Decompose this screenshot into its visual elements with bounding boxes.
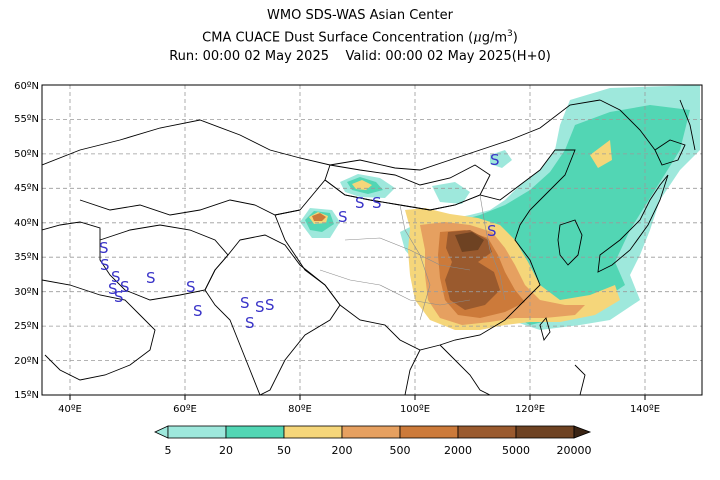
lat-tick-label: 45ºN [14,183,39,194]
colorbar-label: 50 [277,444,291,457]
station-marker: S [99,239,109,257]
dust-contour-2000-5000 [445,230,500,310]
colorbar-segment [225,425,285,439]
chart-title-block: WMO SDS-WAS Asian Center CMA CUACE Dust … [0,6,720,66]
lon-tick-label: 80ºE [288,404,312,415]
province-borders [319,194,506,321]
colorbar-label: 5000 [502,444,530,457]
colorbar-segment [399,425,459,439]
dust-patch-taklimakan-200 [312,213,326,221]
lat-tick-label: 35ºN [14,252,39,263]
latitude-labels: 15ºN 20ºN 25ºN 30ºN 35ºN 40ºN 45ºN 50ºN … [14,81,39,401]
title-run-valid: Run: 00:00 02 May 2025 Valid: 00:00 02 M… [169,49,551,65]
colorbar-high-arrow [573,425,592,439]
country-borders [42,99,696,395]
dust-patch-north [490,150,512,168]
station-markers: S S S S S S S S S S S S S S S S S S [99,151,500,332]
station-marker: S [255,298,265,316]
map-frame [41,84,703,396]
longitude-labels: 40ºE 60ºE 80ºE 100ºE 120ºE 140ºE [58,404,660,415]
map-content: S S S S S S S S S S S S S S S S S S [42,85,702,395]
title-product-text: CMA CUACE Dust Surface Concentration ( [202,30,474,46]
lat-tick-label: 40ºN [14,218,39,229]
station-marker: S [265,296,275,314]
colorbar-segment [341,425,401,439]
dust-patch-korea-50 [590,140,612,168]
lat-tick-label: 15ºN [14,390,39,401]
station-marker: S [114,288,124,306]
lon-tick-label: 120ºE [515,404,545,415]
lat-tick-label: 60ºN [14,81,39,92]
unit-mu: μ [473,30,482,46]
lat-tick-label: 50ºN [14,149,39,160]
station-marker: S [487,222,497,240]
station-marker: S [490,151,500,169]
colorbar-segment [167,425,227,439]
colorbar-low-arrow [154,425,169,439]
dust-patch-mongolia-50 [352,180,372,190]
dust-contour-5000-20000 [455,232,484,252]
colorbar-label: 20000 [557,444,592,457]
colorbar-label: 500 [390,444,411,457]
station-marker: S [111,268,121,286]
lat-tick-label: 30ºN [14,287,39,298]
colorbar-segment [457,425,517,439]
colorbar: 5 20 50 200 500 2000 5000 20000 [154,425,592,457]
station-marker: S [193,302,203,320]
lon-tick-label: 140ºE [630,404,660,415]
colorbar-label: 5 [165,444,172,457]
colorbar-segment [515,425,575,439]
title-product-close: ) [512,30,518,46]
station-marker: S [355,194,365,212]
dust-concentration-field [300,85,700,330]
station-marker: S [146,269,156,287]
station-marker: S [245,314,255,332]
lon-tick-label: 40ºE [58,404,82,415]
colorbar-label: 200 [332,444,353,457]
lat-tick-label: 55ºN [14,114,39,125]
colorbar-segment [283,425,343,439]
station-marker: S [240,294,250,312]
station-marker: S [338,208,348,226]
map-gridlines [42,85,702,395]
title-product: CMA CUACE Dust Surface Concentration (μg… [0,25,720,47]
lon-tick-label: 100ºE [400,404,430,415]
dust-patch-inner-mongolia [432,182,470,204]
station-marker: S [372,194,382,212]
lon-tick-label: 60ºE [173,404,197,415]
lat-tick-label: 25ºN [14,321,39,332]
colorbar-label: 20 [219,444,233,457]
lat-tick-label: 20ºN [14,356,39,367]
unit-rest: g/m [481,30,507,46]
axis-ticks [69,395,646,400]
station-marker: S [100,256,110,274]
station-marker: S [120,278,130,296]
title-center-name: WMO SDS-WAS Asian Center [267,8,453,23]
colorbar-label: 2000 [444,444,472,457]
unit-exponent: 3 [507,29,513,39]
station-marker: S [186,278,196,296]
station-marker: S [108,280,118,298]
